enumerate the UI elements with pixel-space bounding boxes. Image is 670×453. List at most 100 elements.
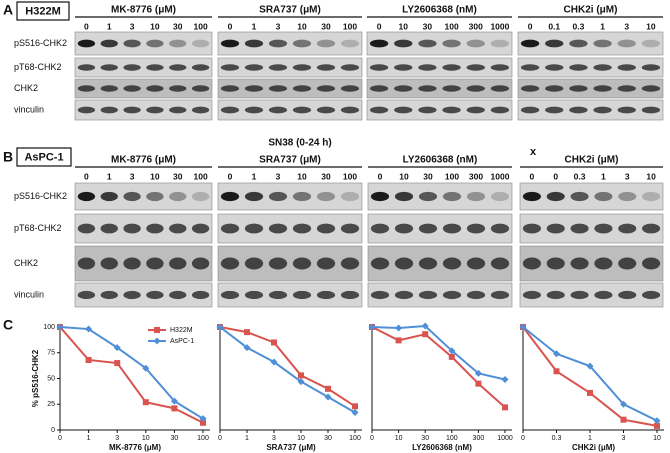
x-tick-label: 30 <box>171 435 179 442</box>
blot <box>217 213 363 244</box>
band <box>77 290 96 300</box>
lane-label: 10 <box>399 21 409 31</box>
point <box>297 378 305 386</box>
blot <box>367 213 513 244</box>
lane-label: 30 <box>321 21 331 31</box>
band <box>123 39 141 48</box>
lane-label: 0 <box>528 21 533 31</box>
lane-label: 10 <box>646 21 656 31</box>
series-line <box>219 326 356 408</box>
band <box>292 191 312 202</box>
band <box>520 64 540 71</box>
y-tick-label: 75 <box>47 350 55 357</box>
point <box>474 369 482 377</box>
group-title: SRA737 (μM) <box>259 155 321 166</box>
band <box>146 223 164 234</box>
x-tick-label: 10 <box>297 435 305 442</box>
row-label: vinculin <box>14 289 44 299</box>
band <box>169 191 187 202</box>
band <box>546 191 565 202</box>
blot <box>517 99 664 121</box>
lane-label: 30 <box>423 171 433 181</box>
x-tick-label: 100 <box>446 435 458 442</box>
band <box>268 223 288 234</box>
point <box>270 358 278 366</box>
band <box>394 85 413 92</box>
band <box>370 191 390 202</box>
point <box>142 399 149 406</box>
lane-label: 10 <box>150 171 160 181</box>
blot <box>519 213 664 244</box>
band <box>77 257 96 270</box>
band <box>146 85 164 92</box>
band <box>292 257 312 270</box>
cell-line-box <box>16 147 72 167</box>
band <box>268 257 288 270</box>
lane-label: 0.1 <box>548 21 560 31</box>
band <box>394 257 414 270</box>
band <box>77 191 96 202</box>
band <box>146 191 164 202</box>
lane-label: 10 <box>150 21 160 31</box>
band <box>244 257 264 270</box>
point <box>243 344 251 352</box>
lane-label: 10 <box>399 171 409 181</box>
band <box>522 290 541 300</box>
band <box>418 39 437 48</box>
point <box>171 405 178 412</box>
point <box>654 422 660 429</box>
band <box>340 85 360 92</box>
band <box>641 39 661 48</box>
y-tick-label: 0 <box>51 427 55 434</box>
band <box>593 85 612 92</box>
row-label: pS516-CHK2 <box>14 191 67 201</box>
blot <box>367 245 513 282</box>
band <box>618 290 637 300</box>
x-tick-label: 100 <box>349 435 361 442</box>
lane-label: 0 <box>378 171 383 181</box>
band <box>466 64 485 71</box>
band <box>123 257 141 270</box>
group-title: CHK2i (μM) <box>564 5 618 16</box>
blot <box>217 182 363 211</box>
band <box>442 290 462 300</box>
band <box>220 223 240 234</box>
point <box>586 362 594 370</box>
group-title: SRA737 (μM) <box>259 5 321 16</box>
band <box>340 64 360 71</box>
lane-label: 10 <box>646 171 656 181</box>
lane-label: 0.3 <box>573 21 585 31</box>
band <box>169 85 187 92</box>
band <box>169 64 187 71</box>
point <box>216 323 224 331</box>
band <box>466 39 485 48</box>
point <box>153 337 161 345</box>
band <box>618 191 637 202</box>
cell-line-box <box>16 1 70 21</box>
lane-label: 1 <box>601 171 606 181</box>
band <box>268 290 288 300</box>
panel-label: C <box>3 317 13 333</box>
band <box>394 223 414 234</box>
band <box>594 223 613 234</box>
point <box>154 327 160 333</box>
point <box>199 415 207 423</box>
point <box>325 385 331 392</box>
blot <box>366 31 513 56</box>
band <box>169 223 187 234</box>
band <box>77 106 96 114</box>
band <box>220 290 240 300</box>
band <box>442 223 462 234</box>
row-label: CHK2 <box>14 83 38 93</box>
band <box>77 39 96 48</box>
band <box>100 191 118 202</box>
lane-label: 1000 <box>491 171 510 181</box>
band <box>442 39 461 48</box>
band <box>100 106 118 114</box>
point <box>85 325 93 333</box>
point <box>553 350 560 358</box>
band <box>642 191 661 202</box>
x-tick-label: 10 <box>653 435 661 442</box>
band <box>123 85 141 92</box>
band <box>418 290 438 300</box>
